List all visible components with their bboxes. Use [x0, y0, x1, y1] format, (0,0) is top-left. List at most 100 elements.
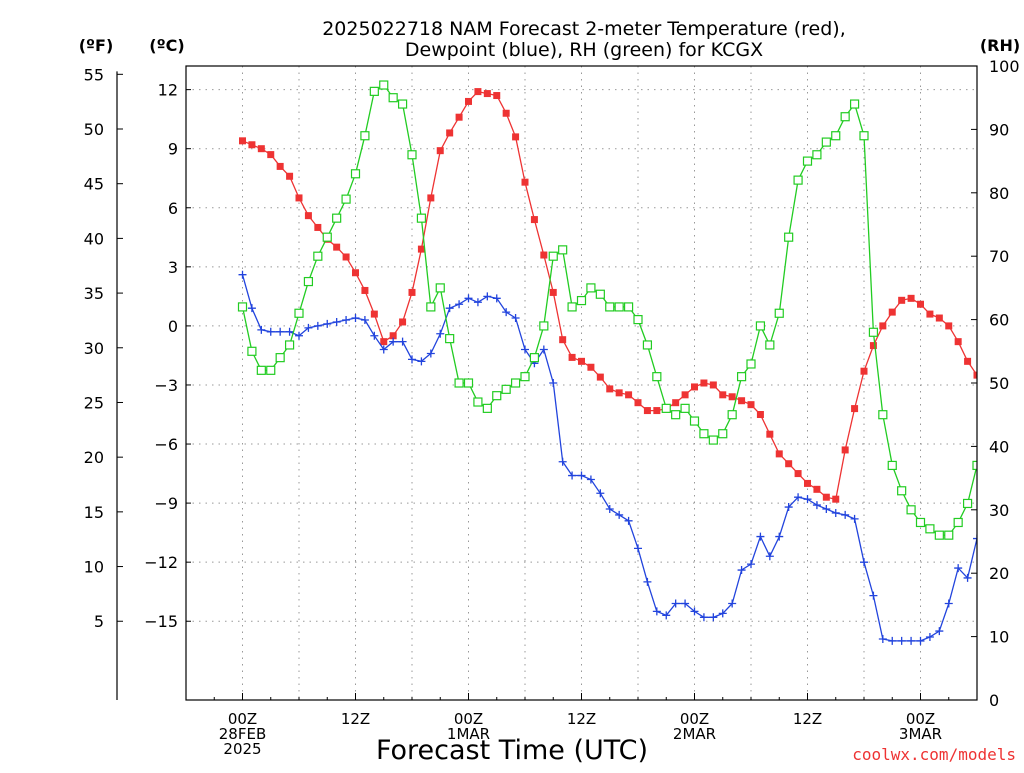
- rh-point: [512, 379, 520, 387]
- temperature-point: [691, 383, 698, 390]
- temperature-point: [465, 98, 472, 105]
- temperature-point: [889, 309, 896, 316]
- rh-point: [860, 132, 868, 140]
- temperature-point: [1011, 403, 1018, 410]
- dewpoint-point: [361, 316, 369, 324]
- temperature-point: [361, 287, 368, 294]
- temperature-point: [512, 133, 519, 140]
- temperature-point: [785, 460, 792, 467]
- dewpoint-point: [615, 511, 623, 519]
- rh-point: [427, 303, 435, 311]
- rh-point: [832, 132, 840, 140]
- fahrenheit-tick-label: 5: [94, 612, 104, 631]
- temperature-point: [757, 411, 764, 418]
- rh-point: [606, 303, 614, 311]
- dewpoint-point: [709, 613, 717, 621]
- temperature-line: [243, 92, 1024, 500]
- rh-point: [257, 366, 265, 374]
- series-lines: [239, 81, 1024, 645]
- dewpoint-line: [243, 275, 1024, 641]
- rh-point: [323, 233, 331, 241]
- temperature-point: [267, 151, 274, 158]
- temperature-point: [352, 269, 359, 276]
- temperature-point: [248, 141, 255, 148]
- rh-point: [446, 335, 454, 343]
- rh-point: [634, 316, 642, 324]
- dewpoint-point: [1001, 483, 1009, 491]
- celsius-unit-label: (ºC): [149, 36, 184, 55]
- dewpoint-point: [1020, 497, 1024, 505]
- rh-point: [709, 436, 717, 444]
- temperature-point: [314, 224, 321, 231]
- rh-point: [314, 252, 322, 260]
- dewpoint-point: [239, 271, 247, 279]
- temperature-point: [795, 470, 802, 477]
- dewpoint-point: [634, 544, 642, 552]
- temperature-point: [682, 391, 689, 398]
- time-tick-label: 12Z: [341, 710, 370, 728]
- rh-point: [502, 385, 510, 393]
- temperature-point: [635, 399, 642, 406]
- dewpoint-point: [549, 379, 557, 387]
- rh-tick-label: 30: [989, 501, 1009, 520]
- temperature-point: [813, 486, 820, 493]
- temperature-point: [776, 450, 783, 457]
- fahrenheit-tick-label: 10: [84, 558, 104, 577]
- dewpoint-point: [917, 637, 925, 645]
- rh-point: [775, 309, 783, 317]
- temperature-point: [861, 368, 868, 375]
- rh-point: [926, 525, 934, 533]
- rh-point: [389, 94, 397, 102]
- rh-point: [521, 373, 529, 381]
- temperature-point: [371, 311, 378, 318]
- time-tick-label: 2025: [223, 740, 261, 758]
- rh-point: [643, 341, 651, 349]
- celsius-tick-label: 9: [168, 140, 178, 159]
- temperature-point: [550, 289, 557, 296]
- fahrenheit-tick-label: 55: [84, 65, 104, 84]
- rh-point: [841, 113, 849, 121]
- temperature-point: [842, 446, 849, 453]
- dewpoint-point: [596, 489, 604, 497]
- dewpoint-point: [888, 637, 896, 645]
- celsius-tick-label: −6: [154, 435, 178, 454]
- fahrenheit-tick-label: 25: [84, 393, 104, 412]
- dewpoint-point: [813, 501, 821, 509]
- rh-point: [493, 392, 501, 400]
- rh-point: [672, 411, 680, 419]
- dewpoint-point: [248, 304, 256, 312]
- temperature-point: [936, 315, 943, 322]
- temperature-point: [672, 399, 679, 406]
- temperature-point: [606, 385, 613, 392]
- rh-point: [596, 290, 604, 298]
- dewpoint-point: [756, 533, 764, 541]
- rh-point: [540, 322, 548, 330]
- rh-point: [549, 252, 557, 260]
- temperature-point: [804, 480, 811, 487]
- rh-tick-label: 100: [989, 57, 1020, 76]
- dewpoint-point: [992, 491, 1000, 499]
- dewpoint-point: [568, 472, 576, 480]
- dewpoint-point: [512, 314, 520, 322]
- fahrenheit-tick-label: 20: [84, 448, 104, 467]
- rh-tick-label: 90: [989, 120, 1009, 139]
- rh-point: [587, 284, 595, 292]
- rh-point: [559, 246, 567, 254]
- dewpoint-point: [493, 294, 501, 302]
- rh-point: [1011, 316, 1019, 324]
- rh-point: [766, 341, 774, 349]
- fahrenheit-tick-label: 15: [84, 503, 104, 522]
- dewpoint-point: [257, 326, 265, 334]
- chart-title-line1: 2025022718 NAM Forecast 2-meter Temperat…: [322, 18, 846, 40]
- rh-point: [945, 531, 953, 539]
- rh-point: [483, 404, 491, 412]
- rh-line: [243, 85, 1024, 535]
- rh-point: [474, 398, 482, 406]
- dewpoint-point: [474, 298, 482, 306]
- rh-point: [719, 430, 727, 438]
- celsius-tick-label: −15: [144, 612, 178, 631]
- temperature-point: [700, 380, 707, 387]
- dewpoint-point: [766, 552, 774, 560]
